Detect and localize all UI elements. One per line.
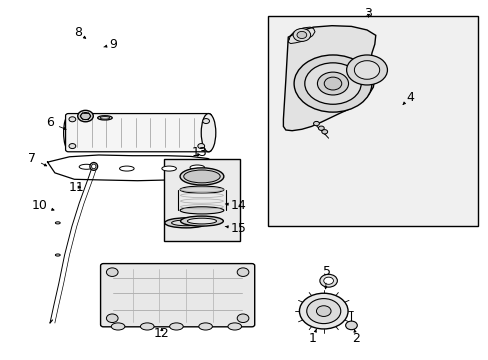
Ellipse shape <box>201 113 215 152</box>
Circle shape <box>304 63 361 104</box>
Circle shape <box>316 306 330 316</box>
Text: 6: 6 <box>46 116 66 130</box>
Ellipse shape <box>183 170 220 183</box>
Bar <box>267 16 477 226</box>
Circle shape <box>317 72 348 95</box>
Ellipse shape <box>162 166 176 171</box>
Circle shape <box>202 118 209 123</box>
Text: 11: 11 <box>69 181 84 194</box>
Circle shape <box>106 314 118 323</box>
Ellipse shape <box>227 323 241 330</box>
Ellipse shape <box>119 166 134 171</box>
Ellipse shape <box>199 323 212 330</box>
Text: 13: 13 <box>191 146 207 159</box>
Circle shape <box>313 121 319 126</box>
Circle shape <box>237 268 248 276</box>
Circle shape <box>296 31 306 39</box>
Ellipse shape <box>98 116 112 120</box>
Circle shape <box>292 28 310 41</box>
Circle shape <box>69 144 76 149</box>
Text: 5: 5 <box>323 265 330 289</box>
Circle shape <box>299 293 347 329</box>
Circle shape <box>354 61 379 79</box>
Circle shape <box>81 112 90 120</box>
Text: 3: 3 <box>364 8 372 21</box>
Ellipse shape <box>55 222 60 224</box>
Ellipse shape <box>164 218 207 228</box>
Bar <box>164 159 239 241</box>
Circle shape <box>69 117 76 122</box>
Ellipse shape <box>140 323 154 330</box>
Ellipse shape <box>180 168 224 185</box>
Circle shape <box>198 144 204 149</box>
FancyBboxPatch shape <box>101 264 254 327</box>
Circle shape <box>319 274 337 287</box>
Text: 4: 4 <box>402 91 413 104</box>
Ellipse shape <box>180 207 224 214</box>
Circle shape <box>323 277 333 284</box>
Ellipse shape <box>79 164 94 169</box>
Ellipse shape <box>187 218 216 224</box>
Circle shape <box>346 55 386 85</box>
Text: 10: 10 <box>31 198 54 212</box>
Polygon shape <box>283 26 375 131</box>
Circle shape <box>324 77 341 90</box>
FancyBboxPatch shape <box>65 113 211 152</box>
Circle shape <box>318 126 324 130</box>
Circle shape <box>345 321 357 330</box>
Ellipse shape <box>190 165 204 170</box>
Text: 9: 9 <box>103 38 117 51</box>
Ellipse shape <box>180 216 223 226</box>
Circle shape <box>78 111 93 122</box>
Circle shape <box>306 298 340 324</box>
Ellipse shape <box>90 162 98 170</box>
Ellipse shape <box>91 164 96 169</box>
Ellipse shape <box>180 186 224 193</box>
Ellipse shape <box>111 323 124 330</box>
Circle shape <box>106 268 118 276</box>
Circle shape <box>237 314 248 323</box>
Circle shape <box>293 55 371 112</box>
Ellipse shape <box>55 254 60 256</box>
Ellipse shape <box>100 117 110 119</box>
Text: 12: 12 <box>154 327 169 340</box>
Text: 14: 14 <box>225 198 246 212</box>
Ellipse shape <box>171 220 201 226</box>
Text: 1: 1 <box>308 329 316 346</box>
Circle shape <box>321 130 327 134</box>
Ellipse shape <box>169 323 183 330</box>
Text: 7: 7 <box>28 152 46 166</box>
Text: 2: 2 <box>352 329 360 346</box>
Text: 8: 8 <box>74 26 85 39</box>
Text: 15: 15 <box>225 222 246 235</box>
